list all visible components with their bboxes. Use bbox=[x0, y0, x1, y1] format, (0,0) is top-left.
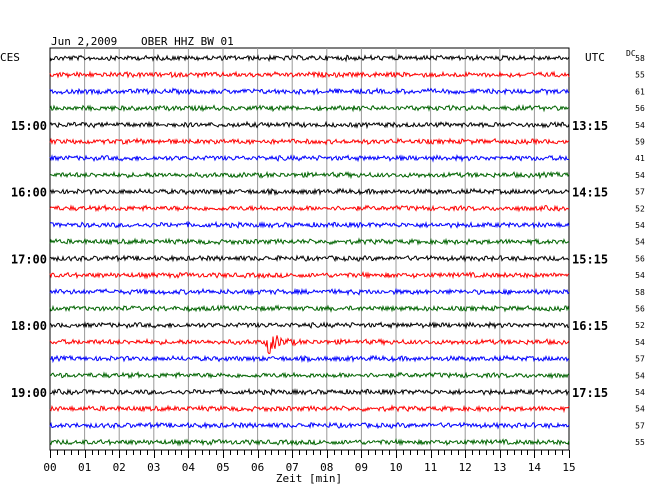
x-tick-label: 11 bbox=[424, 461, 437, 474]
dc-value: 54 bbox=[635, 371, 645, 380]
dc-value: 59 bbox=[635, 138, 645, 147]
x-tick-label: 12 bbox=[459, 461, 472, 474]
dc-value: 52 bbox=[635, 204, 645, 213]
trace-line bbox=[49, 404, 570, 414]
x-tick-label: 00 bbox=[43, 461, 56, 474]
dc-value: 54 bbox=[635, 121, 645, 130]
dc-value: 54 bbox=[635, 271, 645, 280]
trace-line bbox=[49, 153, 569, 163]
trace-line bbox=[49, 254, 570, 263]
x-tick-label: 03 bbox=[147, 461, 160, 474]
dc-value: 55 bbox=[635, 71, 645, 80]
trace-line bbox=[49, 335, 570, 355]
dc-value: 54 bbox=[635, 405, 645, 414]
x-tick-label: 04 bbox=[182, 461, 196, 474]
x-tick-label: 15 bbox=[562, 461, 575, 474]
x-tick-label: 14 bbox=[528, 461, 542, 474]
trace-line bbox=[49, 237, 570, 247]
dc-value: 54 bbox=[635, 221, 645, 230]
right-hour-label: 17:15 bbox=[572, 386, 608, 400]
left-hour-label: 19:00 bbox=[11, 386, 47, 400]
dc-value: 56 bbox=[635, 104, 645, 113]
left-hour-label: 18:00 bbox=[11, 319, 47, 333]
dc-value: 54 bbox=[635, 238, 645, 247]
x-tick-label: 09 bbox=[355, 461, 368, 474]
trace-line bbox=[49, 320, 570, 330]
dc-value: 54 bbox=[635, 338, 645, 347]
left-hour-label: 16:00 bbox=[11, 186, 47, 200]
dc-value: 57 bbox=[635, 421, 645, 430]
dc-value: 57 bbox=[635, 188, 645, 197]
trace-line bbox=[49, 304, 570, 313]
x-tick-label: 01 bbox=[78, 461, 91, 474]
time-grid bbox=[49, 47, 570, 451]
x-tick-label: 05 bbox=[216, 461, 229, 474]
left-hour-label: 15:00 bbox=[11, 119, 47, 133]
dc-value: 52 bbox=[635, 321, 645, 330]
x-tick-label: 08 bbox=[320, 461, 333, 474]
dc-header: DC bbox=[626, 49, 636, 58]
left-timezone-label: CES bbox=[0, 51, 20, 64]
trace-line bbox=[49, 287, 570, 297]
trace-line bbox=[49, 53, 570, 63]
chart-date: Jun 2,2009 bbox=[51, 35, 117, 48]
trace-line bbox=[49, 70, 570, 79]
right-hour-label: 14:15 bbox=[572, 186, 608, 200]
x-tick-label: 06 bbox=[251, 461, 264, 474]
dc-value: 41 bbox=[635, 154, 645, 163]
trace-line bbox=[50, 354, 570, 364]
dc-value: 57 bbox=[635, 355, 645, 364]
trace-line bbox=[49, 220, 570, 230]
seismic-traces bbox=[49, 53, 570, 447]
trace-line bbox=[50, 170, 570, 180]
trace-line bbox=[49, 271, 570, 280]
dc-value: 56 bbox=[635, 254, 645, 263]
trace-line bbox=[49, 103, 570, 113]
dc-value: 54 bbox=[635, 388, 645, 397]
right-hour-label: 13:15 bbox=[572, 119, 608, 133]
trace-line bbox=[49, 438, 570, 447]
trace-line bbox=[49, 87, 570, 96]
right-timezone-label: UTC bbox=[585, 51, 605, 64]
trace-line bbox=[49, 371, 570, 380]
dc-value: 58 bbox=[635, 54, 645, 63]
hour-labels: 15:00 16:00 17:00 18:00 19:00 13:15 14:15 15:15… bbox=[11, 119, 608, 400]
dc-value: 61 bbox=[635, 87, 645, 96]
trace-line bbox=[49, 421, 570, 430]
x-tick-label: 13 bbox=[493, 461, 506, 474]
chart-station: OBER HHZ BW 01 bbox=[141, 35, 234, 48]
dc-value: 54 bbox=[635, 171, 645, 180]
dc-values: 58 55 61 56 54 59 41 54 57 52 54 54 56 54 58 56 52 54 57 54… bbox=[635, 54, 645, 447]
dc-value: 58 bbox=[635, 288, 645, 297]
trace-line bbox=[49, 187, 570, 197]
trace-line bbox=[49, 204, 570, 213]
right-hour-label: 16:15 bbox=[572, 319, 608, 333]
trace-line bbox=[49, 137, 570, 146]
dc-value: 55 bbox=[635, 438, 645, 447]
right-hour-label: 15:15 bbox=[572, 252, 608, 266]
x-axis-label: Zeit [min] bbox=[276, 472, 342, 485]
x-tick-label: 07 bbox=[286, 461, 299, 474]
trace-line bbox=[49, 120, 570, 130]
x-axis: 00 01 02 03 04 05 06 07 08 09 10 11 12 13 14 15 bbox=[43, 449, 576, 474]
x-tick-label: 10 bbox=[389, 461, 402, 474]
x-tick-label: 02 bbox=[113, 461, 126, 474]
left-hour-label: 17:00 bbox=[11, 252, 47, 266]
trace-line bbox=[49, 387, 570, 397]
dc-value: 56 bbox=[635, 305, 645, 314]
